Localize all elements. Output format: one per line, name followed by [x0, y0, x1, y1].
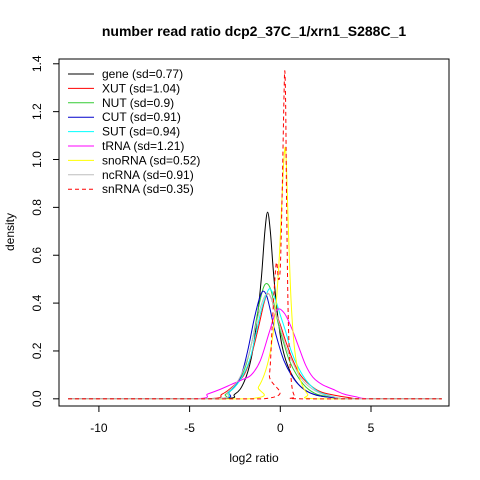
series-line-ncrna — [68, 292, 442, 400]
legend: gene (sd=0.77)XUT (sd=1.04)NUT (sd=0.9)C… — [68, 67, 200, 196]
x-tick-label: -5 — [184, 421, 195, 435]
legend-label-xut: XUT (sd=1.04) — [102, 81, 180, 95]
y-tick-label: 0.4 — [30, 294, 44, 311]
legend-label-gene: gene (sd=0.77) — [102, 67, 183, 81]
x-axis: -10 -5 0 5 — [90, 405, 375, 435]
y-tick-label: 0.2 — [30, 342, 44, 359]
y-tick-label: 1.0 — [30, 151, 44, 168]
legend-label-snorna: snoRNA (sd=0.52) — [102, 153, 200, 167]
series-line-snrna — [68, 70, 442, 400]
series-line-cut — [68, 290, 442, 400]
legend-label-ncrna: ncRNA (sd=0.91) — [102, 168, 194, 182]
series-line-xut — [68, 292, 442, 400]
legend-label-nut: NUT (sd=0.9) — [102, 96, 174, 110]
series-layer — [68, 70, 442, 400]
legend-label-sut: SUT (sd=0.94) — [102, 125, 180, 139]
y-tick-label: 1.2 — [30, 103, 44, 120]
y-tick-label: 0.0 — [30, 390, 44, 407]
y-tick-label: 0.8 — [30, 199, 44, 216]
x-tick-label: 0 — [277, 421, 284, 435]
legend-label-trna: tRNA (sd=1.21) — [102, 139, 184, 153]
y-tick-label: 1.4 — [30, 55, 44, 72]
legend-label-cut: CUT (sd=0.91) — [102, 110, 181, 124]
legend-label-snrna: snRNA (sd=0.35) — [102, 182, 194, 196]
x-tick-label: 5 — [368, 421, 375, 435]
y-tick-label: 0.6 — [30, 247, 44, 264]
series-line-sut — [68, 288, 442, 400]
series-line-snorna — [68, 146, 442, 400]
y-axis-label: density — [3, 213, 17, 251]
x-tick-label: -10 — [90, 421, 108, 435]
series-line-trna — [68, 308, 442, 400]
y-axis: 0.0 0.2 0.4 0.6 0.8 1.0 1.2 1.4 — [30, 55, 60, 407]
chart-title: number read ratio dcp2_37C_1/xrn1_S288C_… — [102, 23, 406, 39]
x-axis-label: log2 ratio — [229, 451, 279, 465]
